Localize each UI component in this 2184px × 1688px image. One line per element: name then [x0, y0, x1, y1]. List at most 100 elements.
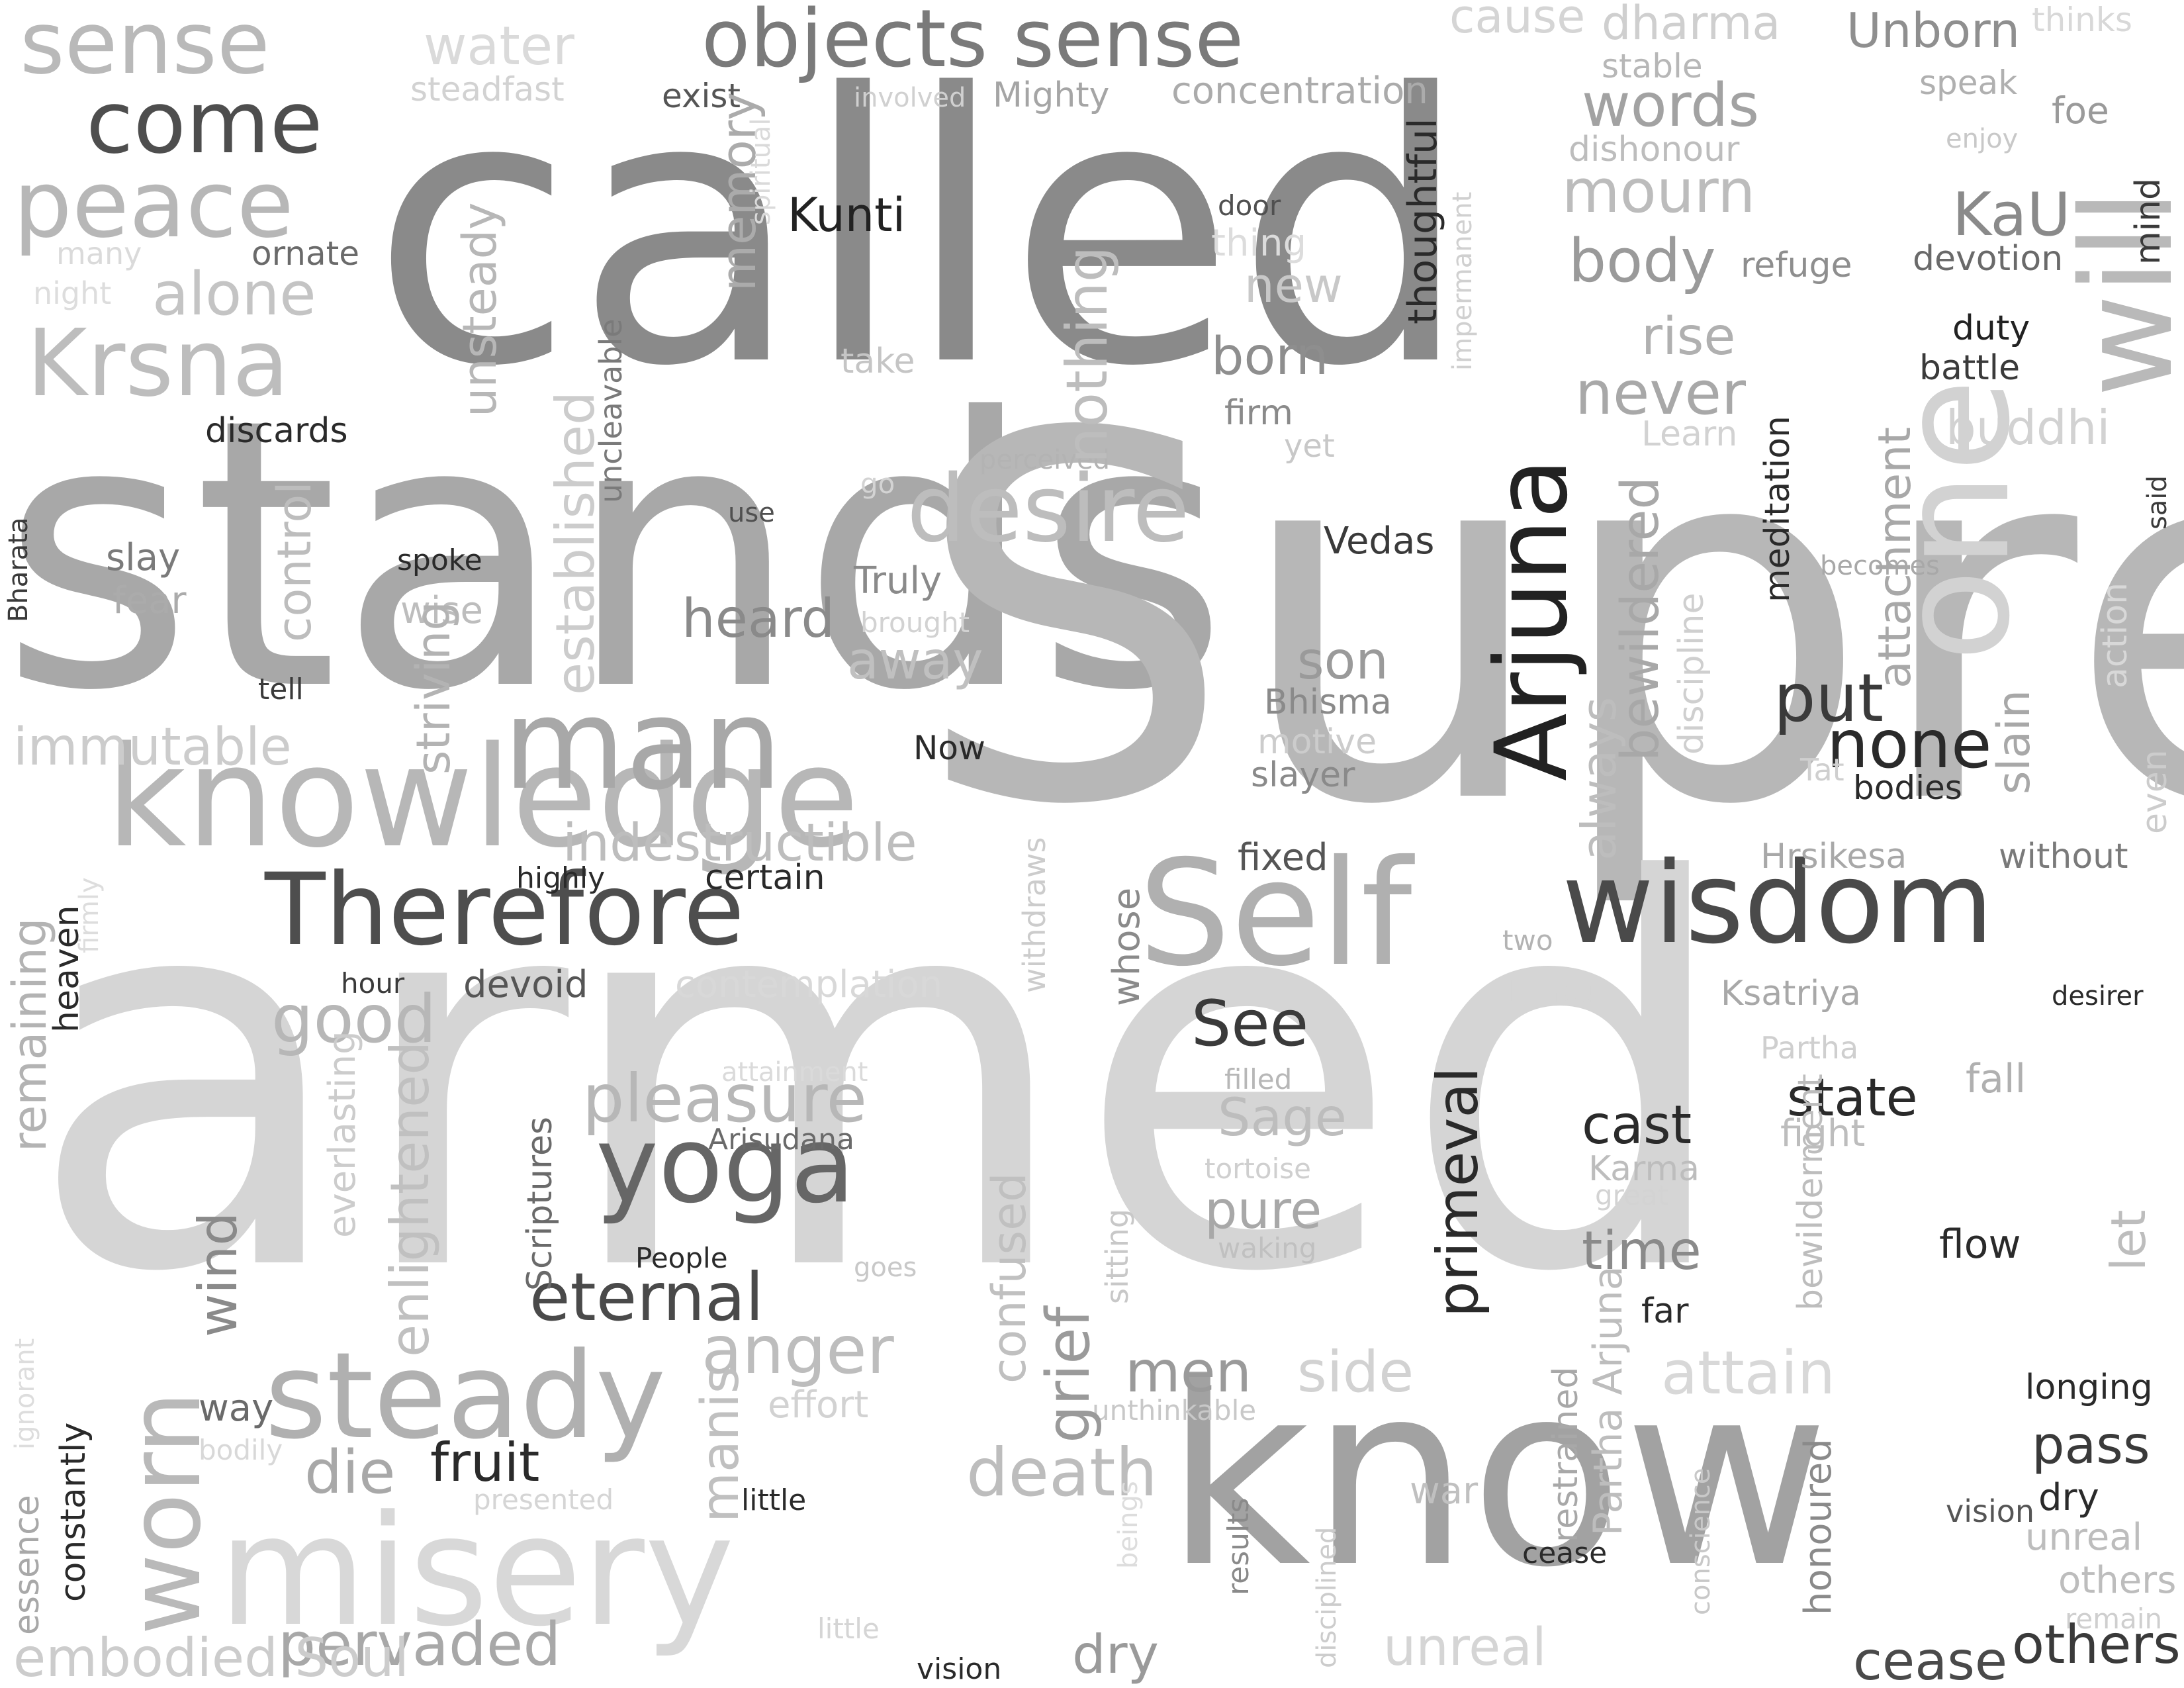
- word-thing: thing: [1211, 222, 1307, 265]
- word-waking: waking: [1218, 1232, 1317, 1264]
- word-none: none: [1827, 706, 1992, 783]
- word-disciplined: Partha Arjuna: [1585, 1266, 1631, 1536]
- word-devoid: devoid: [463, 963, 588, 1006]
- word-whose: worn: [108, 1391, 223, 1635]
- word-wise: wise: [400, 589, 483, 632]
- word-way: way: [199, 1387, 274, 1430]
- word-steadfast: steadfast: [410, 70, 565, 109]
- word-grief: wind: [187, 1211, 249, 1337]
- word-vision: unreal: [2025, 1516, 2143, 1559]
- word-discipline: action: [2095, 582, 2135, 688]
- word-heard: heard: [682, 588, 835, 649]
- word-karma: Karma: [1588, 1149, 1700, 1189]
- word-vedas: Vedas: [1324, 520, 1435, 563]
- word-arisudana: Arisudana: [708, 1123, 854, 1156]
- word-know: others: [2012, 1614, 2181, 1675]
- word-always: attachment: [1869, 427, 1921, 688]
- word-dry: vision: [1946, 1493, 2035, 1529]
- word-concentration: concentration: [1171, 70, 1428, 113]
- word-mind: know: [1165, 1329, 1830, 1622]
- word-enlightened: Bharata: [3, 517, 34, 622]
- word-state: state: [1787, 1068, 1918, 1128]
- word-longing: longing: [2025, 1368, 2153, 1407]
- word-pure: pure: [1205, 1181, 1322, 1241]
- word-eternal: eternal: [529, 1258, 764, 1336]
- word-flow: flow: [1939, 1221, 2021, 1268]
- word-ornate: ornate: [251, 234, 359, 273]
- word-truly: Truly: [854, 559, 942, 602]
- word-cast: cast: [1582, 1094, 1692, 1156]
- word-constantly: honoured: [1797, 1438, 1840, 1615]
- word-dishonour: dishonour: [1569, 130, 1740, 169]
- word-attachment: Arjuna: [1475, 457, 1590, 781]
- word-mighty: Mighty: [993, 75, 1110, 115]
- word-results: restrained: [1546, 1366, 1586, 1542]
- word-heaven: established: [545, 391, 606, 695]
- word-steady: steady: [265, 1327, 666, 1466]
- word-perceived: perceived: [979, 445, 1110, 475]
- word-side: side: [1297, 1339, 1414, 1405]
- word-soul: essence: [7, 1495, 47, 1635]
- word-approaches: disciplined: [1312, 1526, 1342, 1668]
- word-mourn: mourn: [1562, 157, 1756, 226]
- word-speak: speak: [1919, 64, 2018, 102]
- word-confused: enlightened: [379, 1041, 441, 1357]
- word-sense: sense: [20, 0, 270, 93]
- word-knowledge: misery: [218, 1483, 735, 1660]
- word-hour: hour: [341, 967, 405, 1000]
- word-unthinkable: unthinkable: [1092, 1394, 1257, 1427]
- word-krsna: Krsna: [26, 310, 289, 418]
- word-alone: alone: [152, 259, 316, 329]
- word-take: take: [841, 342, 915, 381]
- word-pervaded: little: [741, 1483, 807, 1517]
- word-discards: discards: [205, 411, 348, 451]
- word-kunti: Kunti: [788, 188, 906, 242]
- word-presented: presented: [473, 1483, 614, 1516]
- word-body: body: [1569, 226, 1716, 296]
- word-people: People: [635, 1242, 728, 1274]
- word-wind: striving: [406, 601, 461, 774]
- word-attainment: attainment: [721, 1057, 868, 1088]
- word-therefore: Therefore: [265, 853, 745, 968]
- word-kau: KaU: [1952, 180, 2071, 250]
- word-never: never: [1575, 359, 1747, 428]
- word-hrsikesa: Hrsikesa: [1760, 837, 1907, 876]
- word-certain: certain: [705, 858, 825, 898]
- word-die: die: [304, 1438, 396, 1507]
- word-bodily: bodily: [199, 1434, 283, 1466]
- word-cause: cause: [1449, 0, 1586, 44]
- word-far: far: [1641, 1291, 1689, 1331]
- word-supreme-lord: unreal: [1383, 1618, 1547, 1677]
- word-pleasure: pleasure: [582, 1060, 867, 1137]
- word-unreal: cease: [1522, 1536, 1608, 1570]
- word-firm: firm: [1224, 393, 1293, 433]
- word-tell: tell: [258, 673, 304, 706]
- word-death: death: [966, 1434, 1158, 1511]
- word-partha: Partha: [1760, 1030, 1859, 1066]
- word-foe: foe: [2052, 89, 2109, 132]
- word-armed: cease: [1853, 1630, 2008, 1688]
- word-now: Now: [913, 729, 985, 767]
- word-tat: Tat: [1800, 752, 1844, 788]
- word-becoming: constantly: [54, 1422, 93, 1602]
- word-words: words: [1582, 71, 1760, 140]
- word-bhisma: Bhisma: [1264, 682, 1392, 722]
- word-striving: spiritual: [746, 118, 776, 225]
- word-manis: withdraws: [1017, 837, 1052, 993]
- word-beings: bewilderment: [1791, 1074, 1831, 1311]
- word-see: See: [1191, 988, 1309, 1060]
- word-desirer: desirer: [2052, 981, 2144, 1011]
- word-fall: fall: [1966, 1056, 2026, 1102]
- word-primeval: Scriptures: [520, 1116, 560, 1291]
- word-perishes: ignorant: [10, 1338, 40, 1450]
- word-tortoise: tortoise: [1205, 1152, 1311, 1185]
- word-refuge: refuge: [1741, 246, 1852, 285]
- word-embodied-soul: pervaded: [278, 1610, 561, 1679]
- word-uncleavable: discipline: [1672, 592, 1711, 755]
- word-becomes: becomes: [1820, 551, 1940, 581]
- word-nothing: meditation: [1758, 416, 1797, 602]
- word-duty: duty: [1952, 308, 2030, 348]
- word-filled: filled: [1224, 1063, 1293, 1096]
- word-misery-label: little: [817, 1613, 880, 1645]
